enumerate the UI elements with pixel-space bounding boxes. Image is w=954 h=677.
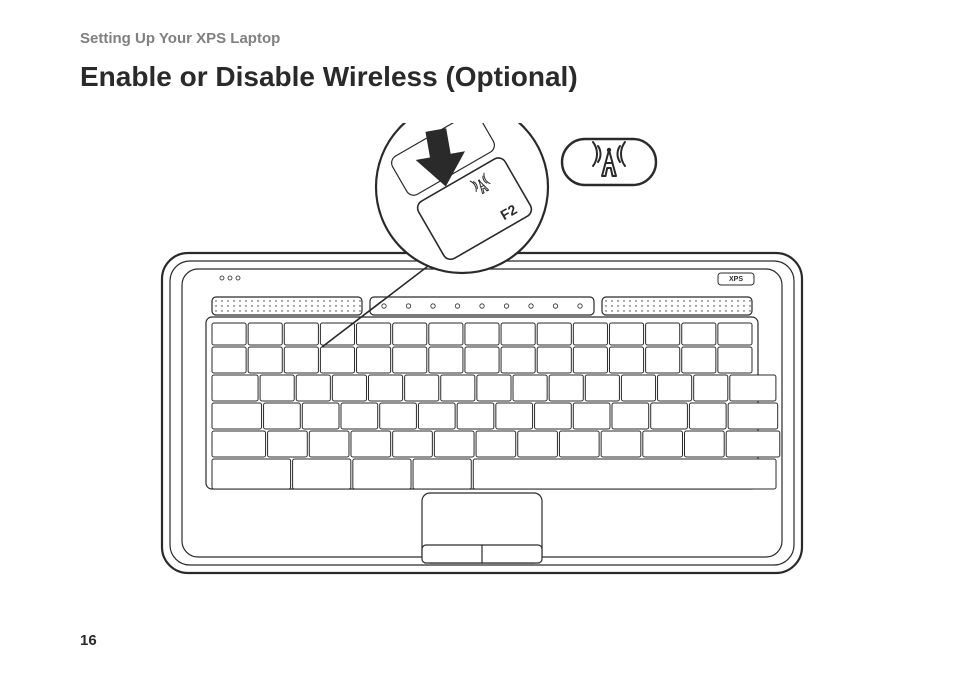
- page-title: Enable or Disable Wireless (Optional): [80, 61, 884, 93]
- svg-text:XPS: XPS: [729, 276, 743, 283]
- laptop-figure: XPSF2: [122, 123, 842, 593]
- manual-page: Setting Up Your XPS Laptop Enable or Dis…: [0, 0, 954, 677]
- page-number: 16: [80, 632, 97, 649]
- section-label: Setting Up Your XPS Laptop: [80, 30, 884, 47]
